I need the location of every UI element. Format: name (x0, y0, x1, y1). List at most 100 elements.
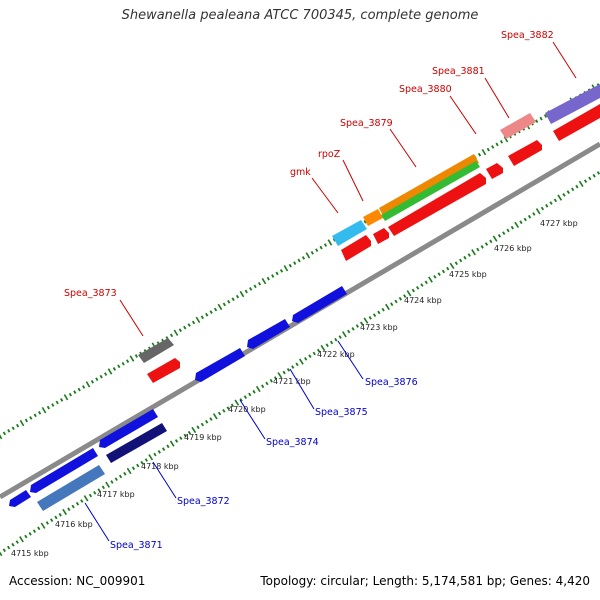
minor-tick (293, 261, 297, 265)
major-tick (212, 413, 218, 420)
major-tick (129, 355, 135, 362)
minor-tick (213, 307, 218, 312)
arrow-spea-3872[interactable] (99, 409, 158, 448)
minor-tick (110, 480, 114, 484)
gene-bar-spea-3882[interactable] (545, 84, 600, 124)
minor-tick (80, 499, 84, 503)
major-tick (514, 221, 520, 229)
major-tick (578, 180, 584, 188)
minor-tick (583, 179, 588, 183)
minor-tick (24, 418, 28, 423)
minor-tick (2, 548, 6, 553)
minor-tick (231, 297, 235, 302)
reverse-gene-bars (9, 286, 347, 511)
major-tick (234, 399, 240, 406)
major-tick (428, 276, 433, 283)
gene-label-reverse[interactable]: Spea_3876 (365, 377, 418, 388)
gene-label-forward[interactable]: Spea_3882 (501, 30, 554, 41)
tick-label: 4720 kbp (228, 405, 266, 414)
minor-tick (377, 310, 381, 315)
arrow-spea-3880[interactable] (486, 163, 503, 179)
minor-tick (266, 276, 270, 281)
minor-tick (360, 321, 364, 326)
leader-rpoz (342, 159, 364, 202)
leader-spea-3881 (484, 77, 510, 119)
minor-tick (58, 512, 62, 517)
minor-tick (90, 379, 94, 384)
minor-tick (112, 367, 116, 371)
minor-tick (187, 323, 191, 327)
minor-tick (463, 255, 467, 260)
gene-label-reverse[interactable]: Spea_3871 (110, 540, 163, 551)
gene-label-reverse[interactable]: Spea_3874 (266, 437, 319, 448)
arrow-spea-3881[interactable] (508, 140, 542, 166)
minor-tick (495, 142, 499, 147)
gene-label-forward[interactable]: gmk (290, 167, 311, 178)
gene-bar-spea-3872[interactable] (106, 423, 167, 463)
minor-tick (291, 365, 295, 369)
minor-tick (368, 316, 372, 320)
minor-tick (315, 248, 319, 253)
gene-label-forward[interactable]: Spea_3879 (340, 118, 393, 129)
arrow-spea-3871[interactable] (30, 448, 98, 493)
arrow-spea-3879[interactable] (388, 173, 486, 236)
scale-labels: 4715 kbp 4716 kbp 4717 kbp 4718 kbp 4719… (11, 219, 578, 558)
major-tick (85, 381, 91, 388)
major-tick (83, 495, 89, 502)
minor-tick (243, 395, 248, 399)
minor-tick (486, 147, 490, 152)
major-tick (191, 426, 197, 434)
tick-label: 4724 kbp (404, 296, 442, 305)
arrow-spea-3876[interactable] (292, 286, 347, 323)
minor-tick (253, 284, 257, 289)
arrow-spea-3874[interactable] (195, 348, 245, 382)
gene-label-forward[interactable]: Spea_3873 (64, 288, 117, 299)
leader-spea-3879 (389, 128, 417, 168)
minor-tick (575, 184, 579, 189)
minor-tick (539, 116, 543, 121)
gene-bar-spea-3881[interactable] (500, 113, 536, 139)
gene-bar-spea-3871[interactable] (37, 465, 105, 511)
arrow-rpoz[interactable] (373, 228, 389, 244)
lower-tick-track (0, 171, 600, 557)
minor-tick (196, 425, 200, 430)
arrow-spea-3871-a[interactable] (9, 490, 31, 507)
minor-tick (187, 430, 192, 435)
gene-bar-rpoz[interactable] (363, 209, 383, 226)
minor-tick (540, 206, 545, 211)
minor-tick (304, 357, 308, 361)
major-tick (126, 467, 132, 475)
major-tick (481, 148, 487, 156)
gene-label-forward[interactable]: Spea_3881 (432, 66, 485, 77)
minor-tick (338, 335, 342, 339)
arrow-spea-3875[interactable] (247, 319, 290, 349)
minor-tick (476, 247, 480, 252)
minor-tick (222, 409, 226, 413)
tick-label: 4716 kbp (55, 520, 93, 529)
gene-label-reverse[interactable]: Spea_3875 (315, 407, 368, 418)
major-tick (63, 394, 69, 401)
minor-tick (424, 280, 428, 285)
minor-tick (71, 504, 75, 509)
major-tick (41, 407, 47, 414)
minor-tick (15, 540, 19, 544)
gene-label-reverse[interactable]: Spea_3872 (177, 496, 230, 507)
arrow-spea-3873[interactable] (147, 358, 180, 383)
minor-tick (269, 378, 273, 383)
leader-spea-3873 (119, 299, 144, 337)
minor-tick (316, 348, 321, 353)
arrow-gmk[interactable] (341, 235, 371, 261)
minor-tick (24, 534, 28, 539)
gene-bar-spea-3873[interactable] (138, 338, 174, 363)
arrow-spea-3882[interactable] (553, 104, 600, 141)
gene-bar-gmk[interactable] (332, 220, 367, 246)
minor-tick (506, 228, 510, 233)
gene-bar-spea-3879-inner[interactable] (381, 161, 480, 221)
minor-tick (161, 447, 166, 451)
minor-tick (77, 387, 81, 392)
gene-label-forward[interactable]: Spea_3880 (399, 84, 452, 95)
gene-label-forward[interactable]: rpoZ (318, 149, 341, 160)
minor-tick (174, 439, 179, 443)
minor-tick (390, 302, 394, 307)
